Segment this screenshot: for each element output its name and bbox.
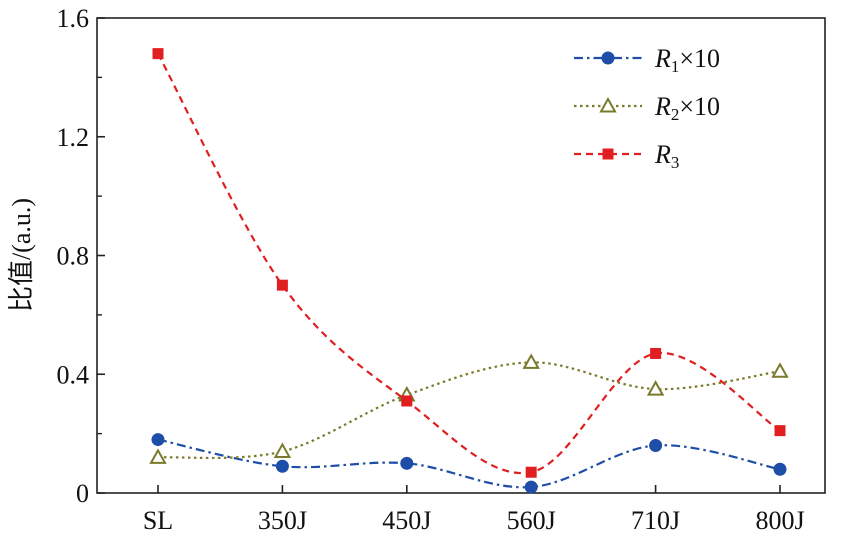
legend-marker <box>599 96 617 113</box>
data-point <box>774 425 786 437</box>
legend-entry: R2×10 <box>574 92 720 124</box>
legend: R1×10 R2×10 R3 <box>574 44 720 172</box>
data-point <box>275 459 289 473</box>
plot-border <box>96 17 826 494</box>
x-tick-label: 710J <box>631 506 680 535</box>
data-point <box>152 48 164 60</box>
legend-label: R2×10 <box>654 92 720 124</box>
legend-label: R1×10 <box>654 44 720 76</box>
data-point <box>151 433 165 447</box>
data-point <box>773 462 787 476</box>
data-point <box>522 353 540 369</box>
data-point <box>149 448 167 464</box>
y-axis: 0 0.4 0.8 1.2 1.6 <box>57 4 105 508</box>
legend-marker <box>601 51 615 65</box>
legend-marker <box>602 148 614 160</box>
x-tick-label: 800J <box>755 506 804 535</box>
y-axis-label: 比值/(a.u.) <box>7 198 36 312</box>
x-tick-label: 560J <box>507 506 556 535</box>
data-point <box>273 442 292 458</box>
legend-entry: R3 <box>574 140 679 172</box>
x-tick-label: 450J <box>382 506 431 535</box>
plot-frame <box>96 17 826 494</box>
data-point <box>276 279 288 291</box>
data-point <box>400 456 414 470</box>
data-point <box>525 466 537 478</box>
y-tick-label: 1.6 <box>57 4 90 33</box>
x-tick-label: SL <box>143 506 173 535</box>
legend-label: R3 <box>654 140 679 172</box>
y-tick-label: 0.8 <box>57 242 90 271</box>
data-point <box>649 439 663 452</box>
series-3 <box>152 48 786 478</box>
data-point <box>650 347 662 359</box>
y-tick-label: 0.4 <box>57 360 90 389</box>
x-tick-label: 350J <box>258 506 307 535</box>
y-tick-label: 1.2 <box>57 123 90 152</box>
series-line <box>157 438 781 489</box>
x-axis: SL 350J 450J 560J 710J 800J <box>143 485 805 535</box>
y-tick-label: 0 <box>76 479 89 508</box>
series-line <box>157 361 781 460</box>
series-1 <box>151 433 787 494</box>
data-point <box>524 480 538 494</box>
data-point <box>771 362 789 378</box>
legend-entry: R1×10 <box>574 44 720 76</box>
data-point <box>401 395 413 407</box>
series-layer <box>149 48 789 494</box>
data-point <box>646 380 665 396</box>
